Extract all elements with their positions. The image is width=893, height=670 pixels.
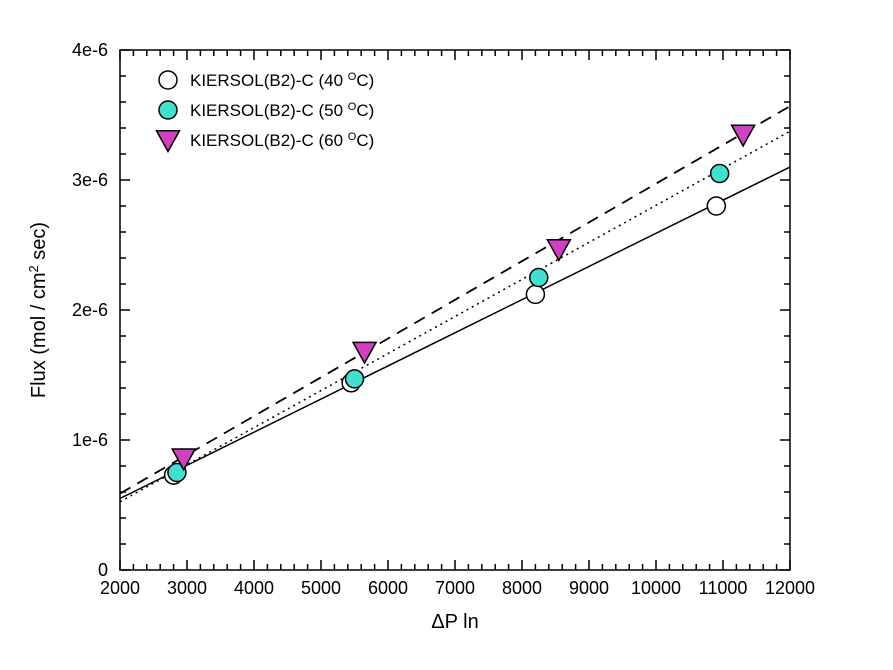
marker-s50 <box>530 269 548 287</box>
marker-s40 <box>526 285 544 303</box>
x-tick-label: 8000 <box>502 578 542 598</box>
x-tick-label: 9000 <box>569 578 609 598</box>
legend-marker-s50 <box>159 101 177 119</box>
y-tick-label: 3e-6 <box>72 170 108 190</box>
x-tick-label: 11000 <box>699 578 748 598</box>
marker-s50 <box>346 370 364 388</box>
x-tick-label: 6000 <box>368 578 408 598</box>
x-tick-label: 4000 <box>234 578 274 598</box>
marker-s50 <box>711 165 729 183</box>
legend-label-s40: KIERSOL(B2)-C (40 OC) <box>190 71 374 90</box>
marker-s40 <box>707 197 725 215</box>
x-tick-label: 10000 <box>631 578 681 598</box>
y-tick-label: 2e-6 <box>72 300 108 320</box>
x-axis-label: ΔP ln <box>431 611 478 633</box>
y-tick-label: 0 <box>98 560 108 580</box>
legend-label-s50: KIERSOL(B2)-C (50 OC) <box>190 101 374 120</box>
chart-container: 2000 3000 4000 5000 6000 7000 8000 9000 10000 110… <box>0 0 893 670</box>
x-tick-label: 5000 <box>301 578 341 598</box>
x-tick-label: 2000 <box>100 578 140 598</box>
legend-label-s60: KIERSOL(B2)-C (60 OC) <box>190 131 374 150</box>
x-tick-label: 12000 <box>765 578 815 598</box>
legend-marker-s40 <box>159 71 177 89</box>
y-axis-label: Flux (mol / cm2 sec) <box>26 222 51 398</box>
y-tick-label: 1e-6 <box>72 430 108 450</box>
y-tick-label: 4e-6 <box>72 40 108 60</box>
x-tick-label: 7000 <box>435 578 475 598</box>
x-tick-label: 3000 <box>167 578 207 598</box>
flux-vs-dp-chart: 2000 3000 4000 5000 6000 7000 8000 9000 10000 110… <box>0 0 893 670</box>
legend: KIERSOL(B2)-C (40 OC) KIERSOL(B2)-C (50 O… <box>157 71 375 152</box>
